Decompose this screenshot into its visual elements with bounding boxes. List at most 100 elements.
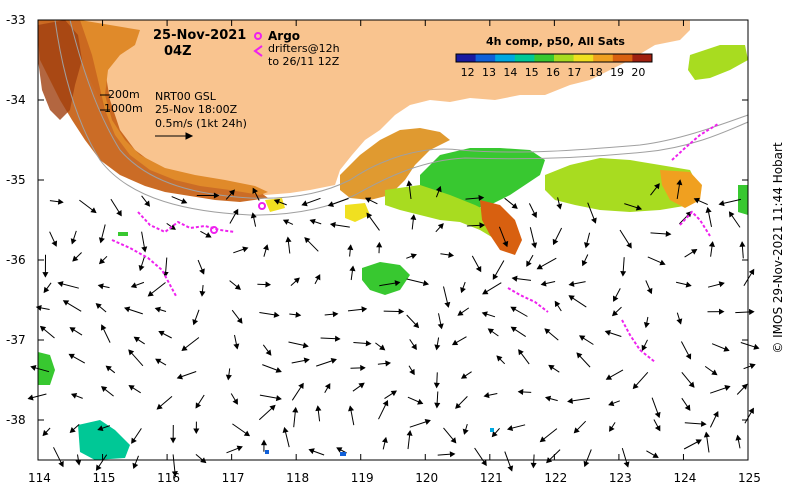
current-vector-head bbox=[275, 367, 282, 373]
current-vector-head bbox=[676, 179, 683, 186]
current-vector-head bbox=[233, 343, 240, 350]
current-vector-head bbox=[635, 204, 643, 211]
current-vector-head bbox=[144, 200, 151, 207]
current-vector-head bbox=[170, 437, 177, 444]
lon-tick-label: 115 bbox=[92, 471, 116, 485]
current-vector-head bbox=[57, 198, 64, 205]
current-vector-head bbox=[510, 326, 517, 333]
isobath-200m-label: 200m bbox=[108, 88, 140, 101]
current-vector-head bbox=[434, 402, 441, 409]
argo-float bbox=[258, 202, 266, 210]
current-vector-head bbox=[457, 310, 464, 316]
current-vector-head bbox=[507, 465, 514, 472]
current-vector-head bbox=[147, 290, 154, 297]
current-vector-head bbox=[361, 306, 368, 313]
current-vector-head bbox=[314, 274, 321, 281]
current-vector-head bbox=[748, 407, 754, 414]
current-vector-head bbox=[552, 238, 559, 246]
current-vector-head bbox=[708, 241, 715, 248]
current-vector-head bbox=[138, 264, 145, 272]
current-vector-head bbox=[652, 452, 659, 458]
current-vector-head bbox=[229, 189, 235, 196]
drifter-legend-icon bbox=[253, 45, 263, 57]
colorbar-tick-label: 17 bbox=[567, 66, 582, 79]
current-vector-head bbox=[479, 222, 486, 229]
current-vector-head bbox=[385, 360, 392, 367]
lon-tick-label: 114 bbox=[28, 471, 51, 485]
axis-ticks bbox=[37, 19, 749, 460]
current-vector-head bbox=[35, 304, 42, 311]
lat-tick-label: -37 bbox=[6, 333, 26, 347]
sst-patch-west-inner bbox=[80, 20, 268, 195]
current-vector-head bbox=[75, 459, 82, 466]
current-vector-head bbox=[688, 381, 695, 388]
current-vector-head bbox=[518, 349, 524, 356]
current-vector-head bbox=[43, 286, 50, 294]
current-vector-head bbox=[282, 426, 289, 433]
current-vector-head bbox=[409, 368, 415, 376]
current-vector-head bbox=[604, 329, 611, 336]
current-vector-head bbox=[434, 344, 441, 351]
current-vector-head bbox=[213, 192, 220, 199]
sst-patch-sw-green bbox=[78, 420, 130, 460]
current-vector-head bbox=[693, 197, 700, 204]
sst-patch-east-far bbox=[688, 45, 748, 80]
current-vector-head bbox=[654, 425, 661, 432]
current-vector-head bbox=[460, 286, 466, 294]
current-vector-head bbox=[376, 241, 383, 248]
current-vector-head bbox=[329, 221, 336, 228]
colorbar-title: 4h comp, p50, All Sats bbox=[486, 35, 625, 48]
current-vector-head bbox=[101, 386, 108, 392]
current-vector-head bbox=[236, 445, 243, 452]
current-vector-head bbox=[90, 207, 97, 214]
current-vector-head bbox=[568, 280, 575, 287]
current-vector-head bbox=[748, 308, 755, 315]
isobath-1000m-label: 1000m bbox=[104, 102, 143, 115]
current-vector-head bbox=[302, 342, 309, 349]
current-vector-head bbox=[502, 240, 509, 248]
current-vector-head bbox=[511, 275, 518, 282]
current-vector-head bbox=[349, 265, 356, 272]
current-vector-head bbox=[330, 358, 337, 364]
current-vector-head bbox=[390, 390, 397, 397]
current-vector-head bbox=[444, 301, 451, 308]
current-vector-head bbox=[626, 242, 632, 249]
current-vector-head bbox=[568, 295, 575, 301]
current-vector-head bbox=[718, 281, 725, 288]
current-vector-head bbox=[719, 308, 725, 315]
current-vector-head bbox=[483, 392, 490, 399]
current-vector-head bbox=[536, 263, 543, 270]
sst-colorbar bbox=[455, 53, 653, 63]
current-vector-head bbox=[58, 460, 64, 468]
current-vector-head bbox=[156, 403, 163, 410]
current-vector-head bbox=[695, 439, 702, 445]
current-vector-head bbox=[573, 427, 580, 434]
current-vector-head bbox=[70, 392, 78, 399]
imos-credit: © IMOS 29-Nov-2021 11:44 Hobart bbox=[771, 142, 785, 354]
colorbar-swatch bbox=[593, 54, 614, 62]
current-vector-head bbox=[517, 388, 524, 395]
drifters-range: to 26/11 12Z bbox=[268, 55, 340, 68]
current-vector-head bbox=[700, 420, 707, 427]
current-vector-head bbox=[365, 340, 372, 347]
current-vector-head bbox=[154, 306, 161, 313]
current-vector-head bbox=[263, 244, 269, 251]
colorbar-tick-label: 16 bbox=[546, 66, 561, 79]
current-vector-head bbox=[30, 365, 37, 371]
current-vector-head bbox=[171, 471, 178, 477]
current-vector-head bbox=[379, 344, 386, 351]
current-vector-head bbox=[295, 311, 302, 318]
current-vector-head bbox=[269, 404, 276, 411]
current-vector-head bbox=[242, 246, 249, 253]
current-vector-head bbox=[583, 460, 590, 468]
current-vector-head bbox=[155, 358, 162, 365]
map-date: 25-Nov-2021 bbox=[153, 28, 247, 43]
current-vector-head bbox=[360, 364, 366, 371]
current-vector-head bbox=[282, 219, 290, 225]
product-time: 25-Nov 18:00Z bbox=[155, 103, 238, 116]
argo-legend-icon bbox=[254, 32, 262, 40]
current-vector-head bbox=[437, 323, 444, 330]
lon-tick-label: 125 bbox=[738, 471, 761, 485]
current-vector-head bbox=[654, 183, 660, 190]
current-vector-head bbox=[234, 284, 242, 290]
